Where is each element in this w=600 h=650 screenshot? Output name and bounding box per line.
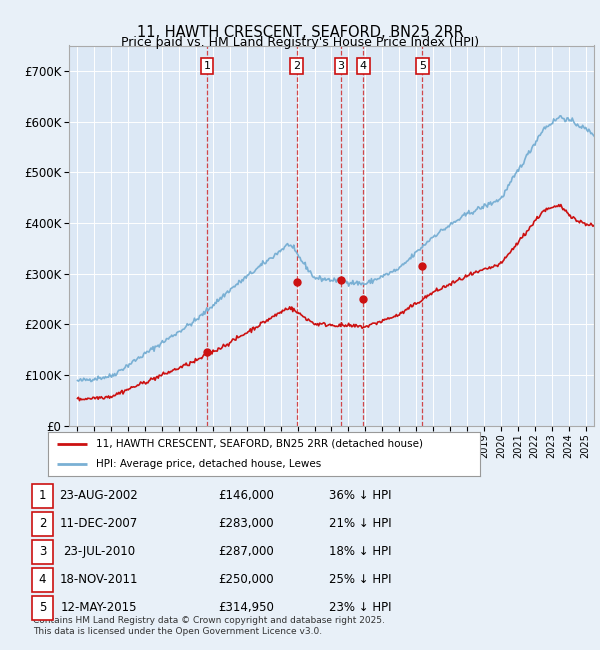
Text: 1: 1 xyxy=(39,489,46,502)
Text: 25% ↓ HPI: 25% ↓ HPI xyxy=(329,573,391,586)
Text: 18% ↓ HPI: 18% ↓ HPI xyxy=(329,545,391,558)
Text: 12-MAY-2015: 12-MAY-2015 xyxy=(61,601,137,614)
Text: 23-JUL-2010: 23-JUL-2010 xyxy=(63,545,135,558)
Text: £283,000: £283,000 xyxy=(218,517,274,530)
Text: Price paid vs. HM Land Registry's House Price Index (HPI): Price paid vs. HM Land Registry's House … xyxy=(121,36,479,49)
Text: 2: 2 xyxy=(293,61,300,71)
Text: 3: 3 xyxy=(39,545,46,558)
Text: 4: 4 xyxy=(360,61,367,71)
Text: £250,000: £250,000 xyxy=(218,573,274,586)
Text: 21% ↓ HPI: 21% ↓ HPI xyxy=(329,517,391,530)
Text: 23% ↓ HPI: 23% ↓ HPI xyxy=(329,601,391,614)
Text: 11-DEC-2007: 11-DEC-2007 xyxy=(60,517,138,530)
Text: 1: 1 xyxy=(203,61,211,71)
Text: 2: 2 xyxy=(39,517,46,530)
Text: 5: 5 xyxy=(39,601,46,614)
Text: Contains HM Land Registry data © Crown copyright and database right 2025.
This d: Contains HM Land Registry data © Crown c… xyxy=(33,616,385,636)
Text: £314,950: £314,950 xyxy=(218,601,274,614)
Text: 23-AUG-2002: 23-AUG-2002 xyxy=(59,489,139,502)
Text: 4: 4 xyxy=(39,573,46,586)
Text: 18-NOV-2011: 18-NOV-2011 xyxy=(60,573,138,586)
Text: 5: 5 xyxy=(419,61,426,71)
Text: HPI: Average price, detached house, Lewes: HPI: Average price, detached house, Lewe… xyxy=(95,459,321,469)
Text: 11, HAWTH CRESCENT, SEAFORD, BN25 2RR: 11, HAWTH CRESCENT, SEAFORD, BN25 2RR xyxy=(137,25,463,40)
Text: 36% ↓ HPI: 36% ↓ HPI xyxy=(329,489,391,502)
Text: £146,000: £146,000 xyxy=(218,489,274,502)
Text: £287,000: £287,000 xyxy=(218,545,274,558)
Text: 3: 3 xyxy=(337,61,344,71)
Text: 11, HAWTH CRESCENT, SEAFORD, BN25 2RR (detached house): 11, HAWTH CRESCENT, SEAFORD, BN25 2RR (d… xyxy=(95,439,422,448)
